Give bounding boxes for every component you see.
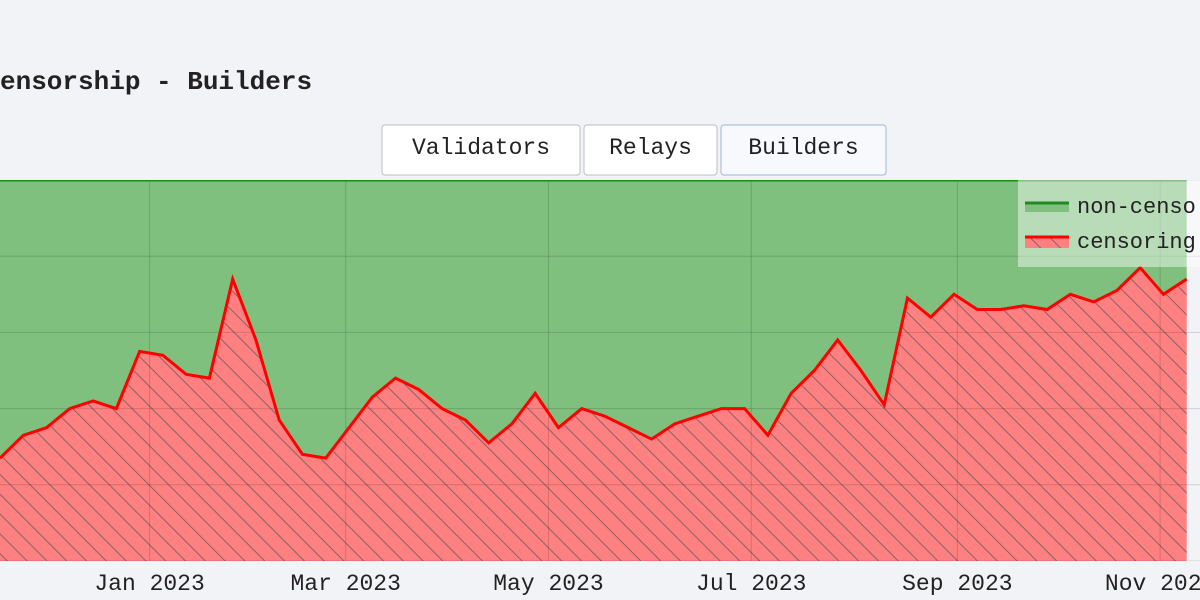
x-tick-label: May 2023: [493, 571, 603, 597]
x-tick-label: Mar 2023: [290, 571, 400, 597]
x-tick-label: Sep 2023: [902, 571, 1012, 597]
legend: non-censo censoring: [1018, 180, 1200, 267]
button-bg: [720, 124, 887, 176]
area: [0, 180, 1187, 459]
tab-button[interactable]: Validators: [381, 124, 581, 176]
legend-swatch-hatch: [1025, 236, 1069, 248]
legend-label: non-censo: [1077, 195, 1196, 220]
button-label: Relays: [609, 135, 692, 161]
plot: [0, 180, 1200, 561]
tab-button[interactable]: Relays: [583, 124, 718, 176]
x-tick-label: Jul 2023: [696, 571, 806, 597]
button-bg: [583, 124, 718, 176]
button-label: Validators: [412, 135, 550, 161]
button-bg: [381, 124, 581, 176]
button-label: Builders: [748, 135, 858, 161]
legend-bg: [1018, 180, 1200, 267]
x-tick-label: Nov 2023: [1105, 571, 1200, 597]
legend-swatch: [1025, 202, 1069, 212]
area-hatch: [0, 267, 1187, 561]
chart-title: ensorship - Builders: [0, 67, 312, 97]
tab-button[interactable]: Builders: [720, 124, 887, 176]
x-tick-label: Jan 2023: [94, 571, 204, 597]
series-line: [0, 265, 1188, 460]
legend-label: censoring: [1077, 230, 1196, 255]
